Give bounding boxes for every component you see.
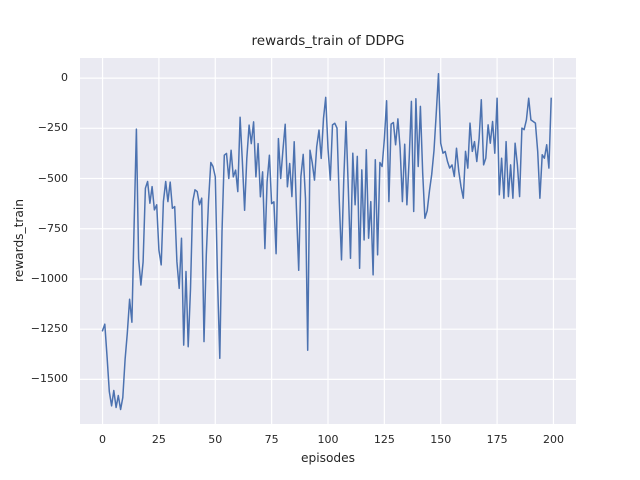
y-tick-label: 0 — [61, 71, 68, 85]
y-tick-label: −250 — [37, 121, 68, 135]
x-tick-label: 75 — [264, 433, 279, 446]
series-line-rewards_train — [101, 72, 552, 411]
y-tick-label: −1000 — [30, 271, 68, 285]
plot-area — [80, 58, 576, 424]
x-tick-label: 100 — [317, 433, 339, 446]
y-axis-label: rewards_train — [12, 199, 26, 283]
x-tick-label: 150 — [430, 433, 452, 446]
x-tick-label: 25 — [151, 433, 166, 446]
y-tick-label: −750 — [37, 221, 68, 235]
chart-title: rewards_train of DDPG — [251, 33, 405, 49]
x-axis-label: episodes — [300, 451, 355, 465]
y-tick-label: −1500 — [30, 372, 68, 386]
y-tick-label: −1250 — [30, 322, 68, 336]
x-tick-label: 200 — [542, 433, 564, 446]
gridlines — [80, 58, 576, 424]
x-tick-label: 125 — [373, 433, 395, 446]
x-tick-label: 0 — [99, 433, 107, 446]
x-tick-label: 50 — [208, 433, 223, 446]
x-tick-label: 175 — [486, 433, 508, 446]
y-tick-label: −500 — [37, 171, 68, 185]
y-axis-label-container: rewards_train — [9, 58, 29, 424]
line-chart — [80, 58, 576, 424]
